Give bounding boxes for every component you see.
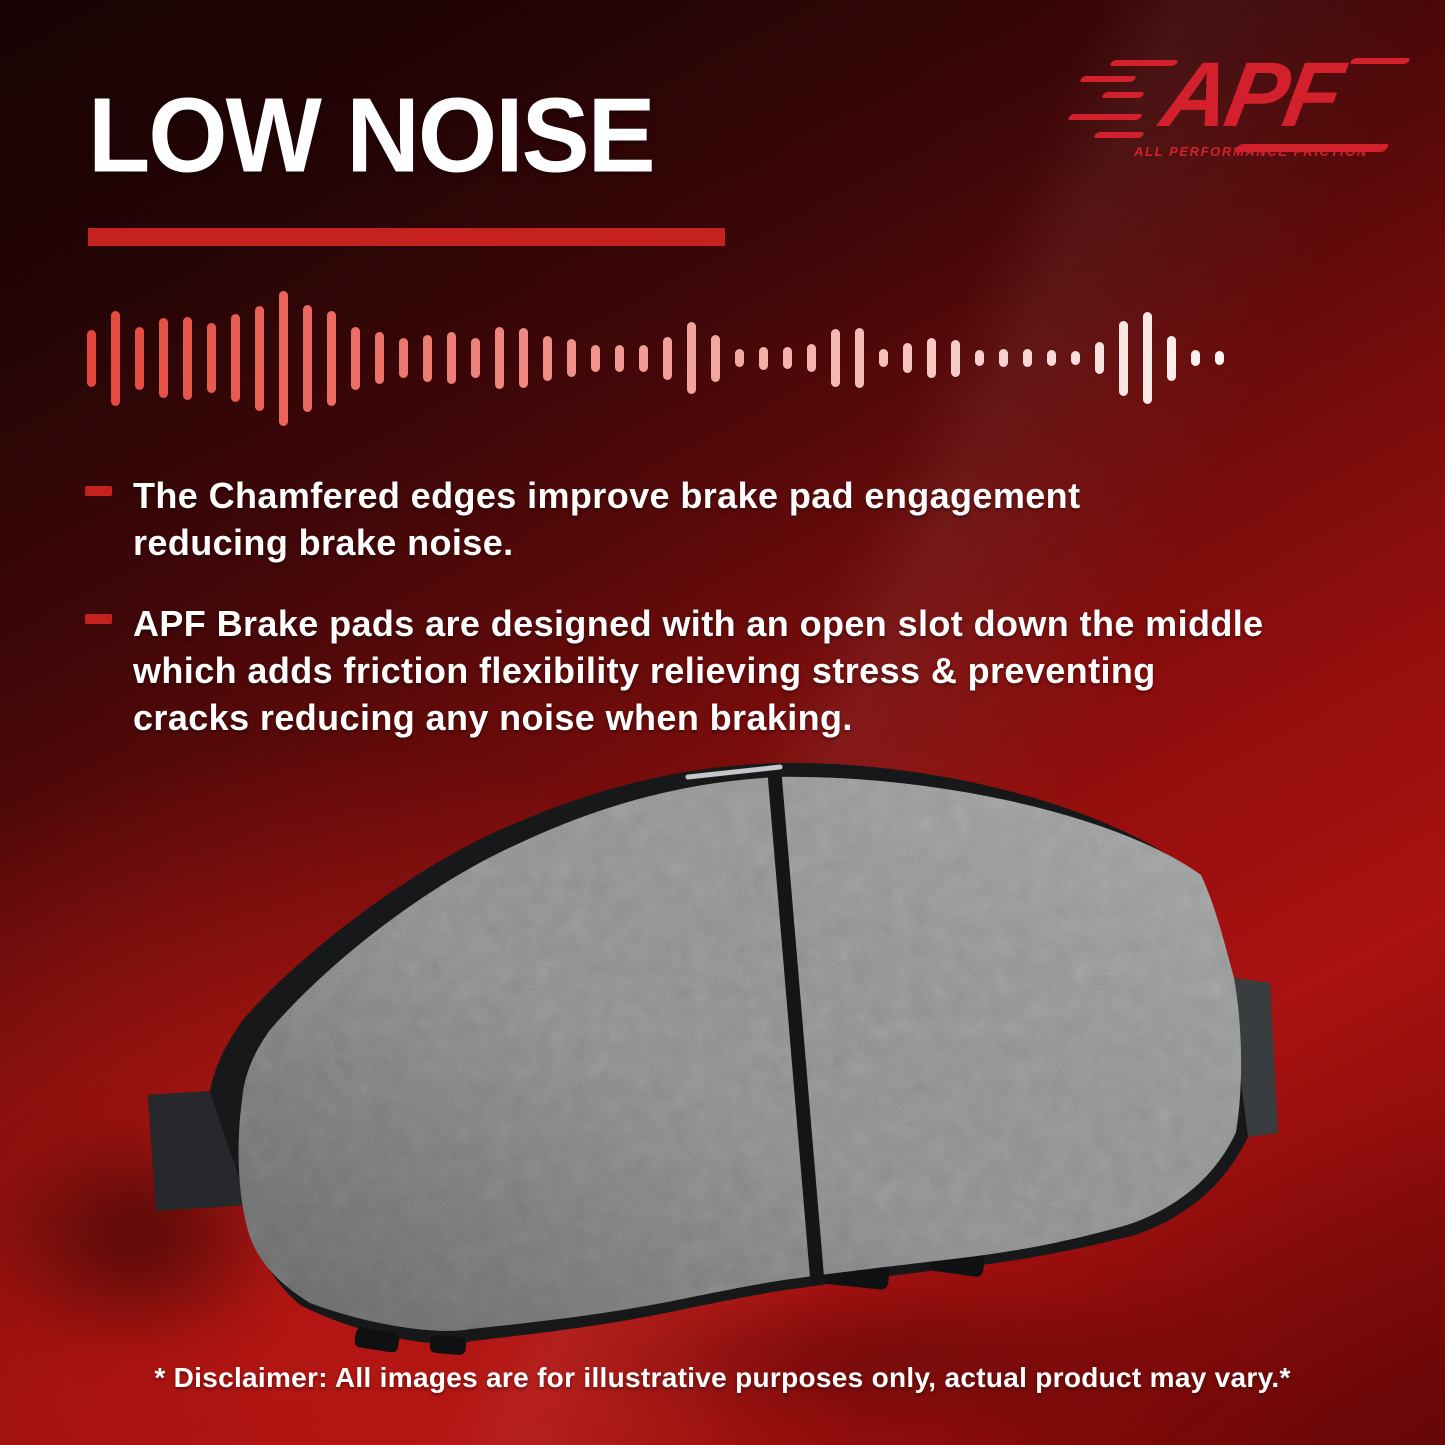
soundwave-bar xyxy=(351,326,360,390)
bullet-item: The Chamfered edges improve brake pad en… xyxy=(85,472,1365,566)
soundwave-bar xyxy=(903,343,912,373)
soundwave-bar xyxy=(855,328,864,388)
soundwave-bar xyxy=(591,344,600,372)
pad-lighting-shade xyxy=(238,776,1242,1331)
soundwave-bar xyxy=(639,344,648,372)
soundwave-bar xyxy=(159,318,168,398)
bullet-text-line: The Chamfered edges improve brake pad en… xyxy=(133,475,1081,516)
brake-pad-photo xyxy=(148,762,1278,1356)
bullet-text-line: reducing brake noise. xyxy=(133,522,514,563)
soundwave xyxy=(87,288,1247,428)
pad-clip xyxy=(429,1334,467,1356)
soundwave-bar xyxy=(327,310,336,406)
apf-logo-text: APF xyxy=(1154,44,1348,146)
bullet-dash-icon xyxy=(85,486,112,496)
bullet-text-line: which adds friction flexibility relievin… xyxy=(133,650,1156,691)
soundwave-bar xyxy=(735,349,744,367)
soundwave-bar xyxy=(495,327,504,389)
soundwave-bar xyxy=(303,304,312,412)
soundwave-bar xyxy=(447,332,456,384)
soundwave-bar xyxy=(111,310,120,406)
soundwave-bar xyxy=(135,326,144,390)
soundwave-bar xyxy=(879,349,888,367)
soundwave-bar xyxy=(999,349,1008,367)
pad-top-shim xyxy=(685,764,783,780)
soundwave-bar xyxy=(807,344,816,372)
disclaimer-text: * Disclaimer: All images are for illustr… xyxy=(154,1362,1291,1393)
page-title: LOW NOISE xyxy=(88,75,656,195)
soundwave-bar xyxy=(279,290,288,426)
soundwave-bar xyxy=(231,314,240,402)
pad-left-tab xyxy=(148,1091,248,1211)
soundwave-bar xyxy=(183,316,192,400)
apf-logo: APF ALL PERFORMANCE FRICTION xyxy=(1066,44,1412,176)
soundwave-bar xyxy=(543,335,552,381)
pad-clip xyxy=(354,1327,400,1353)
title-underline xyxy=(88,228,725,246)
soundwave-bar xyxy=(831,329,840,387)
bullet-text-line: APF Brake pads are designed with an open… xyxy=(133,603,1264,644)
soundwave-bar xyxy=(1191,350,1200,366)
soundwave-bar xyxy=(1215,351,1224,365)
soundwave-bar xyxy=(423,334,432,382)
soundwave-bar xyxy=(375,332,384,384)
bullet-text: The Chamfered edges improve brake pad en… xyxy=(133,472,1365,566)
soundwave-bar xyxy=(663,336,672,380)
soundwave-bar xyxy=(1119,320,1128,396)
soundwave-bar xyxy=(1071,351,1080,365)
pad-right-tab xyxy=(1228,977,1278,1137)
soundwave-bar xyxy=(975,350,984,366)
bullet-text-line: cracks reducing any noise when braking. xyxy=(133,697,853,738)
soundwave-bar xyxy=(207,323,216,393)
soundwave-bar xyxy=(399,338,408,378)
soundwave-bar xyxy=(471,338,480,378)
soundwave-bar xyxy=(951,339,960,377)
soundwave-bar xyxy=(783,347,792,369)
soundwave-bar xyxy=(711,334,720,382)
soundwave-bar xyxy=(87,329,96,387)
bullet-text: APF Brake pads are designed with an open… xyxy=(133,600,1365,741)
soundwave-bar xyxy=(687,322,696,394)
pad-center-slot xyxy=(768,772,824,1284)
soundwave-bar xyxy=(1095,342,1104,374)
feature-bullets: The Chamfered edges improve brake pad en… xyxy=(85,472,1365,775)
soundwave-bar xyxy=(567,339,576,377)
soundwave-bar xyxy=(927,338,936,378)
soundwave-bar xyxy=(1143,312,1152,404)
soundwave-bar xyxy=(255,305,264,411)
soundwave-bar xyxy=(1047,350,1056,366)
soundwave-bar xyxy=(519,328,528,388)
apf-logo-tagline: ALL PERFORMANCE FRICTION xyxy=(1134,144,1368,159)
soundwave-bar xyxy=(615,344,624,372)
bullet-item: APF Brake pads are designed with an open… xyxy=(85,600,1365,741)
soundwave-bar xyxy=(759,346,768,370)
soundwave-bar xyxy=(1023,349,1032,367)
bullet-dash-icon xyxy=(85,614,112,624)
soundwave-bar xyxy=(1167,335,1176,381)
